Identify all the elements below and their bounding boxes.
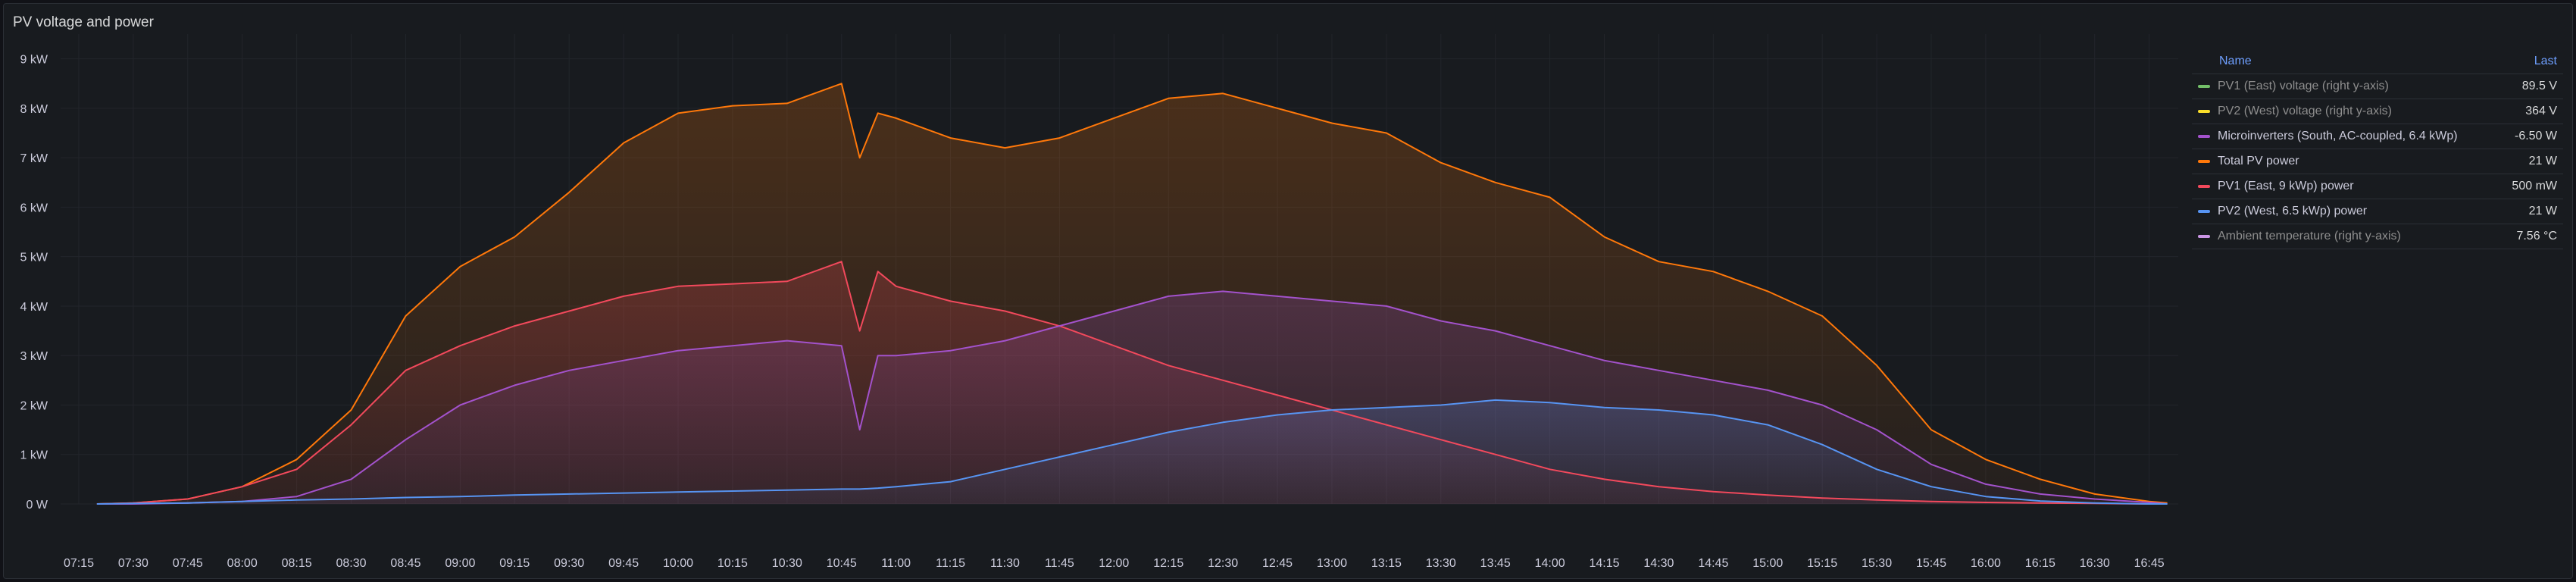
legend-item[interactable]: PV1 (East) voltage (right y-axis) 89.5 V [2192,74,2563,99]
legend-swatch [2198,210,2210,213]
x-tick-label: 09:45 [608,557,639,570]
legend-item[interactable]: Microinverters (South, AC-coupled, 6.4 k… [2192,124,2563,149]
legend-item[interactable]: Ambient temperature (right y-axis) 7.56 °… [2192,224,2563,249]
x-tick-label: 08:15 [282,557,312,570]
panel-title[interactable]: PV voltage and power [13,14,154,30]
x-tick-label: 11:30 [990,557,1020,570]
x-tick-label: 14:15 [1589,557,1619,570]
y-tick-label: 6 kW [20,202,48,214]
x-tick-label: 15:00 [1752,557,1783,570]
x-tick-label: 08:00 [227,557,258,570]
legend-item-name: Ambient temperature (right y-axis) [2218,230,2401,242]
legend-item-last: 89.5 V [2521,80,2557,92]
time-series-chart[interactable]: 0 W1 kW2 kW3 kW4 kW5 kW6 kW7 kW8 kW9 kW … [4,4,2573,579]
x-tick-label: 09:15 [499,557,530,570]
x-tick-label: 07:15 [64,557,94,570]
x-tick-label: 13:30 [1426,557,1456,570]
series-line[interactable] [96,83,2168,505]
y-tick-label: 0 W [27,499,48,512]
x-tick-label: 14:30 [1643,557,1674,570]
y-tick-label: 5 kW [20,252,48,264]
x-tick-label: 13:00 [1317,557,1347,570]
x-tick-label: 16:00 [1971,557,2001,570]
legend-swatch [2198,185,2210,188]
legend-item-name: PV1 (East) voltage (right y-axis) [2218,80,2389,92]
legend-item-name: Microinverters (South, AC-coupled, 6.4 k… [2218,130,2458,142]
series-line[interactable] [96,399,2168,505]
legend-item-name: Total PV power [2218,155,2299,167]
legend-item[interactable]: Total PV power 21 W [2192,149,2563,174]
legend-item-last: 21 W [2528,205,2557,217]
x-tick-label: 16:30 [2080,557,2110,570]
series-line[interactable] [96,261,2168,505]
legend-swatch [2198,235,2210,238]
x-tick-label: 10:30 [772,557,802,570]
y-tick-label: 7 kW [20,152,48,165]
y-tick-label: 4 kW [20,301,48,314]
x-tick-label: 11:00 [881,557,911,570]
legend-item-name: PV2 (West, 6.5 kWp) power [2218,205,2368,217]
chart-areas [96,83,2168,505]
pv-panel: PV voltage and power 0 W 1 kW 2 kW 3 kW 4 kW… [3,3,2573,579]
x-tick-label: 07:45 [173,557,203,570]
y-axis-ticks: 0 W 1 kW 2 kW 3 kW 4 kW 5 kW 6 kW 7 kW 8 kW 9 kW [20,54,48,512]
x-tick-label: 09:00 [445,557,475,570]
y-tick-label: 8 kW [20,103,48,116]
x-tick-label: 08:30 [336,557,367,570]
x-tick-label: 15:45 [1916,557,1946,570]
legend-item-name: PV1 (East, 9 kWp) power [2218,180,2354,192]
x-tick-label: 09:30 [554,557,584,570]
x-tick-label: 10:15 [717,557,748,570]
x-tick-label: 11:15 [936,557,965,570]
legend-item-last: 500 mW [2512,180,2557,192]
legend-item[interactable]: PV1 (East, 9 kWp) power 500 mW [2192,174,2563,199]
legend-item-last: 7.56 °C [2516,230,2557,242]
x-tick-label: 07:30 [118,557,148,570]
y-tick-label: 2 kW [20,399,48,412]
x-tick-label: 14:00 [1535,557,1565,570]
legend-item-last: 364 V [2525,105,2557,117]
legend-item[interactable]: PV2 (West) voltage (right y-axis) 364 V [2192,99,2563,124]
x-tick-label: 10:45 [827,557,857,570]
legend-header-name[interactable]: Name [2219,55,2252,67]
legend-table: Name Last PV1 (East) voltage (right y-ax… [2192,49,2563,249]
legend-header: Name Last [2192,49,2563,74]
legend-item-last: 21 W [2528,155,2557,167]
legend-item-last: -6.50 W [2514,130,2557,142]
legend-swatch [2198,135,2210,138]
x-tick-label: 12:45 [1262,557,1293,570]
y-tick-label: 1 kW [20,449,48,462]
x-tick-label: 12:00 [1099,557,1129,570]
x-tick-label: 10:00 [663,557,693,570]
legend-item[interactable]: PV2 (West, 6.5 kWp) power 21 W [2192,199,2563,224]
x-tick-label: 13:45 [1480,557,1511,570]
legend-swatch [2198,110,2210,113]
x-tick-label: 12:15 [1153,557,1183,570]
x-tick-label: 12:30 [1208,557,1238,570]
legend-swatch [2198,85,2210,88]
y-tick-label: 3 kW [20,350,48,363]
x-tick-label: 08:45 [390,557,420,570]
y-tick-label: 9 kW [20,54,48,67]
x-tick-label: 13:15 [1371,557,1402,570]
x-tick-label: 16:15 [2025,557,2055,570]
x-tick-label: 14:45 [1698,557,1728,570]
x-tick-label: 11:45 [1045,557,1074,570]
series-area [96,399,2168,504]
legend-swatch [2198,160,2210,163]
legend-header-last[interactable]: Last [2534,55,2557,67]
x-tick-label: 16:45 [2134,557,2165,570]
x-tick-label: 15:30 [1862,557,1892,570]
legend-item-name: PV2 (West) voltage (right y-axis) [2218,105,2392,117]
series-line[interactable] [96,290,2168,505]
x-tick-label: 15:15 [1807,557,1837,570]
chart-lines [96,83,2168,505]
x-axis-ticks: 07:15 07:30 07:45 08:00 08:15 08:30 08:45 09:00… [64,557,2165,570]
